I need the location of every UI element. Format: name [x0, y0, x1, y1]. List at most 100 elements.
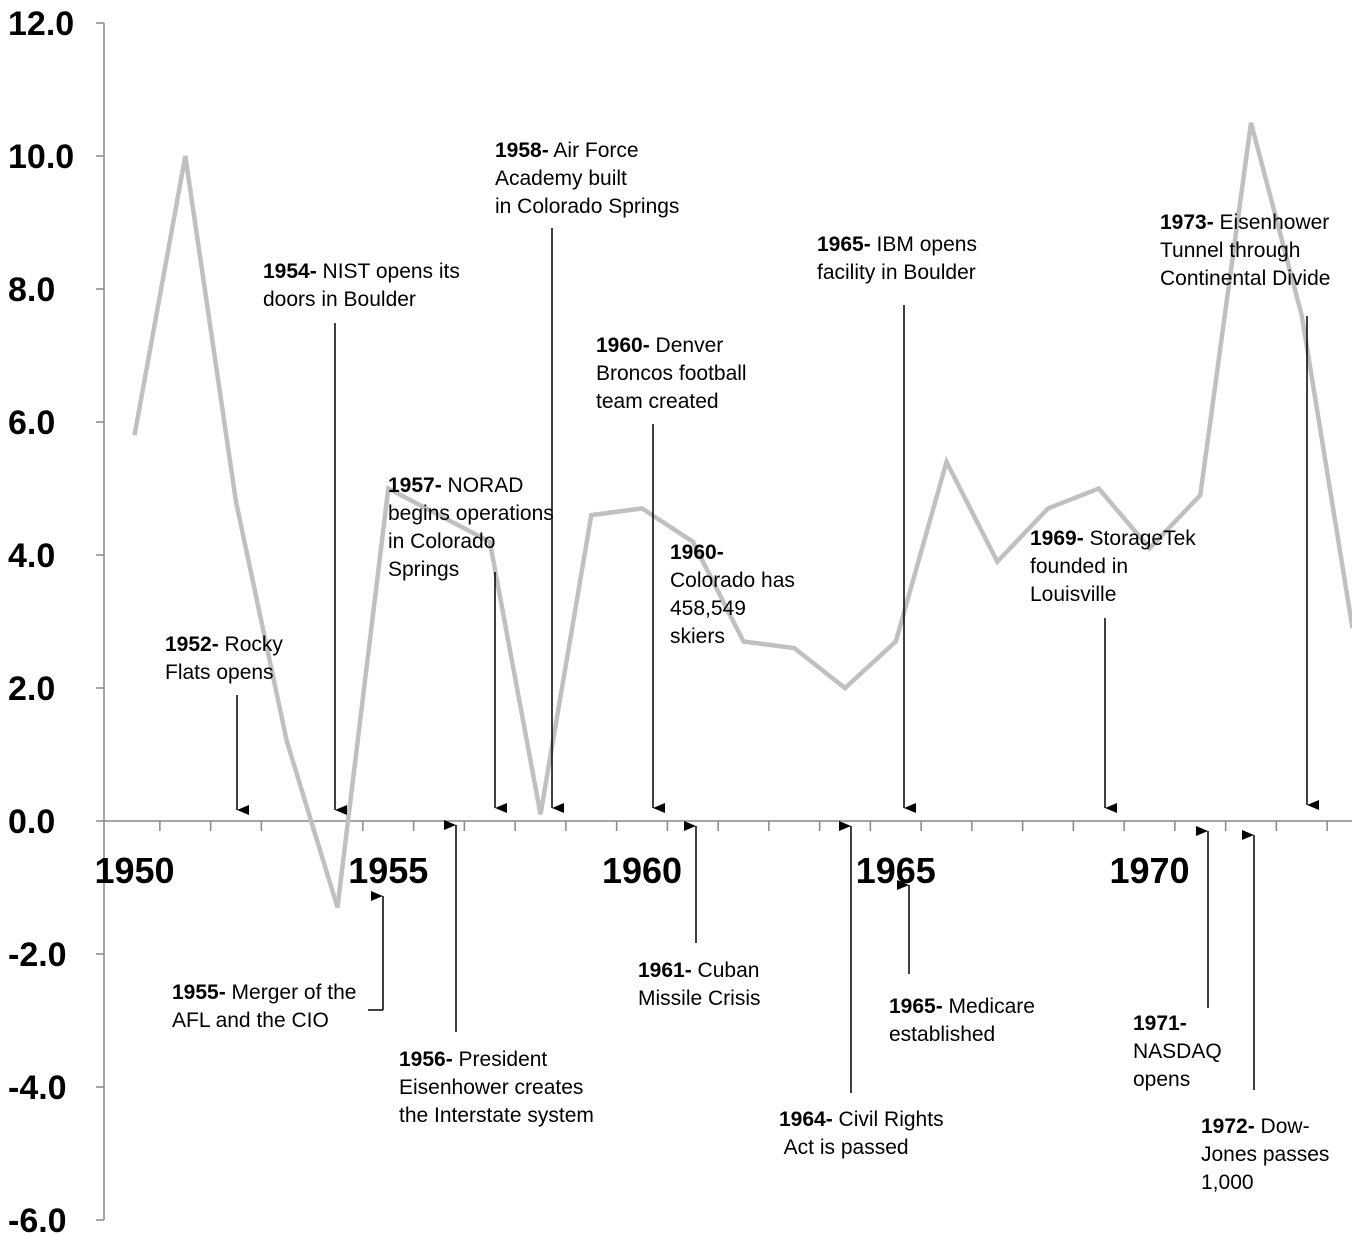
annotation-label: NORAD [442, 474, 524, 497]
annotation-text: 1965- Medicare established [889, 995, 1035, 1046]
annotation-1958-down: 1958- Air Force Academy built in Colorado … [495, 139, 679, 813]
annotation-line: 1958- Air Force [495, 139, 639, 162]
annotation-1972-up: 1972- Dow- Jones passes 1,000 [1201, 830, 1329, 1194]
annotation-label: IBM opens [871, 233, 977, 256]
annotation-1957-down: 1957- NORAD begins operations in Colorado S… [388, 474, 554, 813]
annotation-line: opens [1133, 1068, 1190, 1091]
annotation-year: 1960- [670, 541, 724, 564]
annotation-label: Denver [650, 334, 724, 357]
annotation-year: 1969- [1030, 527, 1084, 550]
y-tick-label: 8.0 [8, 271, 55, 309]
annotation-year: 1965- [817, 233, 871, 256]
annotation-line: NASDAQ [1133, 1040, 1222, 1063]
annotation-text: 1973- Eisenhower Tunnel through Continenta… [1160, 211, 1330, 290]
annotation-text: 1952- Rocky Flats opens [165, 633, 283, 684]
annotation-1954-down: 1954- NIST opens its doors in Boulder [263, 260, 460, 815]
annotation-text: 1957- NORAD begins operations in Colorado S… [388, 474, 554, 581]
annotation-label: Air Force [549, 139, 639, 162]
x-tick-label: 1960 [602, 850, 682, 891]
annotation-label: Eisenhower [1214, 211, 1330, 234]
annotation-year: 1954- [263, 260, 317, 283]
annotation-line: Missile Crisis [638, 987, 761, 1010]
series-layer [132, 122, 1352, 909]
annotation-label: Cuban [692, 959, 760, 982]
annotation-year: 1960- [596, 334, 650, 357]
annotation-line: Springs [388, 558, 459, 581]
annotation-year: 1973- [1160, 211, 1214, 234]
annotation-label: Civil Rights [833, 1108, 944, 1131]
annotation-label: Merger of the [226, 981, 357, 1004]
annotation-line: Academy built [495, 167, 627, 190]
annotation-1961-up: 1961- Cuban Missile Crisis [638, 821, 761, 1010]
annotation-line: facility in Boulder [817, 261, 976, 284]
annotation-line: Colorado has [670, 569, 795, 592]
annotation-year: 1964- [779, 1108, 833, 1131]
annotation-line: skiers [670, 625, 725, 648]
annotation-year: 1957- [388, 474, 442, 497]
annotation-line: Continental Divide [1160, 267, 1330, 290]
annotation-label: NIST opens its [317, 260, 460, 283]
annotation-1960-down: 1960- Denver Broncos football team created [596, 334, 747, 813]
annotation-text: 1965- IBM opens facility in Boulder [817, 233, 977, 284]
annotation-line: Eisenhower creates [399, 1076, 583, 1099]
annotation-text: 1961- Cuban Missile Crisis [638, 959, 761, 1010]
annotation-text: 1960- Denver Broncos football team created [596, 334, 747, 413]
annotation-text: 1971- NASDAQ opens [1133, 1012, 1222, 1091]
series-line [132, 122, 1352, 909]
annotation-line: 1972- Dow- [1201, 1115, 1310, 1138]
annotation-line: Act is passed [779, 1136, 909, 1159]
annotation-line: Tunnel through [1160, 239, 1301, 262]
annotation-line: Jones passes [1201, 1143, 1329, 1166]
annotation-line: 1954- NIST opens its [263, 260, 460, 283]
annotation-line: 1955- Merger of the [172, 981, 356, 1004]
annotation-1969-down: 1969- StorageTek founded in Louisville [1030, 527, 1196, 813]
annotation-line: begins operations [388, 502, 554, 525]
annotation-1964-up: 1964- Civil Rights Act is passed [779, 821, 944, 1159]
annotation-1952-down: 1952- Rocky Flats opens [165, 633, 283, 815]
annotation-line: Louisville [1030, 583, 1116, 606]
x-tick-label: 1970 [1109, 850, 1189, 891]
annotation-label: Rocky [219, 633, 284, 656]
annotation-line: Broncos football [596, 362, 747, 385]
x-tick-label: 1950 [94, 850, 174, 891]
annotation-line: AFL and the CIO [172, 1009, 329, 1032]
annotation-label: President [453, 1048, 548, 1071]
y-tick-label: -2.0 [8, 936, 67, 974]
annotation-1971-up: 1971- NASDAQ opens [1133, 826, 1222, 1091]
annotation-year: 1972- [1201, 1115, 1255, 1138]
annotation-label: Dow- [1255, 1115, 1310, 1138]
annotation-text: 1969- StorageTek founded in Louisville [1030, 527, 1196, 606]
annotation-line: 1,000 [1201, 1171, 1254, 1194]
annotation-line: in Colorado Springs [495, 195, 679, 218]
annotation-1973-down: 1973- Eisenhower Tunnel through Continenta… [1160, 211, 1330, 810]
annotation-text: 1958- Air Force Academy built in Colorado … [495, 139, 679, 218]
annotation-line: 1971- [1133, 1012, 1187, 1035]
annotation-line: 1960- [670, 541, 724, 564]
annotation-1960-none: 1960- Colorado has 458,549 skiers [670, 541, 795, 648]
annotation-1965-up: 1965- Medicare established [889, 880, 1035, 1046]
annotation-line: established [889, 1023, 995, 1046]
annotation-text: 1972- Dow- Jones passes 1,000 [1201, 1115, 1329, 1194]
annotation-text: 1955- Merger of the AFL and the CIO [172, 981, 356, 1032]
y-tick-label: -6.0 [8, 1202, 67, 1236]
annotation-label: StorageTek [1084, 527, 1197, 550]
annotation-line: team created [596, 390, 719, 413]
annotation-text: 1960- Colorado has 458,549 skiers [670, 541, 795, 648]
annotation-line: 1965- IBM opens [817, 233, 977, 256]
y-tick-label: 6.0 [8, 404, 55, 442]
annotation-line: 1969- StorageTek [1030, 527, 1196, 550]
annotation-text: 1956- President Eisenhower creates the Int… [399, 1048, 594, 1127]
annotation-year: 1956- [399, 1048, 453, 1071]
annotation-1965-down: 1965- IBM opens facility in Boulder [817, 233, 977, 813]
annotation-line: in Colorado [388, 530, 495, 553]
x-tick-label: 1955 [348, 850, 428, 891]
annotation-line: 1952- Rocky [165, 633, 283, 656]
annotations-layer: 1952- Rocky Flats opens 1954- NIST opens i… [165, 139, 1330, 1194]
annotation-line: 1965- Medicare [889, 995, 1035, 1018]
annotation-year: 1958- [495, 139, 549, 162]
y-tick-label: 12.0 [8, 5, 74, 43]
y-tick-label: -4.0 [8, 1069, 67, 1107]
y-tick-label: 10.0 [8, 138, 74, 176]
